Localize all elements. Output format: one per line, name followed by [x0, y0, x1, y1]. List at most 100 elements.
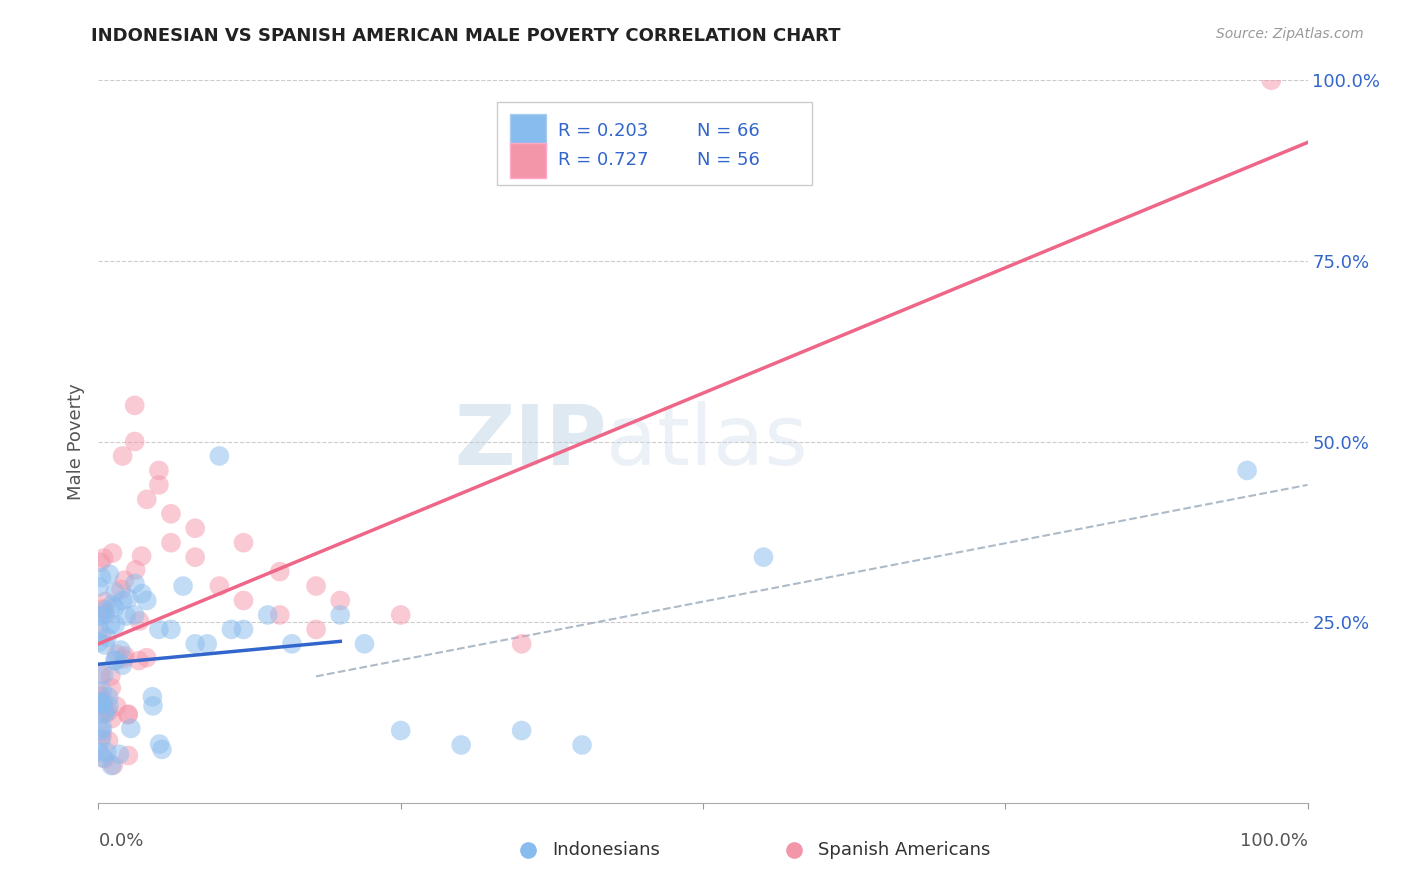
Point: [112, 652, 135, 666]
Point: [117, 707, 139, 722]
FancyBboxPatch shape: [498, 102, 811, 185]
Point: [104, 617, 127, 632]
Text: Spanish Americans: Spanish Americans: [818, 841, 990, 859]
Point: [90, 627, 112, 641]
Point: [96, 631, 118, 645]
Point: [96, 745, 118, 759]
Point: [93, 551, 115, 566]
Point: [124, 607, 146, 622]
Point: [148, 737, 170, 751]
Point: [94, 638, 117, 652]
Point: [97, 733, 120, 747]
Point: [101, 712, 124, 726]
Point: [97, 698, 120, 713]
Point: [269, 607, 291, 622]
FancyBboxPatch shape: [509, 143, 546, 178]
Point: [93, 705, 115, 719]
Point: [100, 758, 122, 772]
Point: [135, 593, 157, 607]
Point: [89, 555, 111, 569]
Point: [111, 449, 134, 463]
Point: [108, 747, 131, 762]
Point: [100, 617, 122, 632]
Point: [389, 607, 412, 622]
Point: [87, 686, 110, 700]
Point: [90, 723, 112, 738]
Point: [142, 698, 165, 713]
Point: [105, 647, 128, 661]
Point: [256, 607, 278, 622]
Point: [101, 598, 124, 612]
Point: [128, 654, 150, 668]
Point: [93, 752, 115, 766]
Point: [329, 593, 352, 607]
Point: [510, 723, 533, 738]
Text: INDONESIAN VS SPANISH AMERICAN MALE POVERTY CORRELATION CHART: INDONESIAN VS SPANISH AMERICAN MALE POVE…: [91, 27, 841, 45]
Point: [128, 614, 150, 628]
Point: [148, 478, 170, 492]
Point: [115, 609, 138, 624]
Point: [111, 658, 134, 673]
Point: [97, 705, 120, 719]
Point: [89, 745, 111, 759]
Point: [90, 696, 112, 710]
Point: [93, 667, 115, 681]
Text: R = 0.727: R = 0.727: [558, 151, 648, 169]
Point: [232, 535, 254, 549]
Point: [160, 507, 183, 521]
Text: R = 0.203: R = 0.203: [558, 122, 648, 140]
Point: [91, 696, 114, 710]
Text: 100.0%: 100.0%: [1240, 831, 1308, 850]
Point: [110, 582, 132, 597]
Point: [90, 667, 112, 681]
Point: [195, 637, 218, 651]
Point: [120, 722, 142, 736]
Point: [305, 623, 328, 637]
Point: [124, 563, 146, 577]
Point: [100, 681, 122, 695]
Point: [571, 738, 593, 752]
Y-axis label: Male Poverty: Male Poverty: [66, 384, 84, 500]
Point: [91, 728, 114, 742]
Point: [135, 650, 157, 665]
Point: [94, 607, 117, 622]
Point: [89, 695, 111, 709]
Point: [103, 758, 125, 772]
Point: [90, 609, 112, 624]
Point: [90, 732, 112, 747]
Point: [104, 653, 127, 667]
Point: [208, 579, 231, 593]
Point: [1236, 463, 1258, 477]
Point: [89, 608, 111, 623]
Point: [91, 721, 114, 735]
Point: [353, 637, 375, 651]
Point: [305, 579, 328, 593]
Point: [221, 623, 243, 637]
Point: [184, 637, 207, 651]
Point: [281, 637, 304, 651]
Point: [450, 738, 472, 752]
Point: [269, 565, 291, 579]
Point: [148, 463, 170, 477]
Point: [101, 546, 124, 560]
Point: [131, 586, 153, 600]
Text: 0.0%: 0.0%: [98, 831, 143, 850]
Point: [208, 449, 231, 463]
Point: [131, 549, 153, 563]
Text: atlas: atlas: [606, 401, 808, 482]
Point: [89, 622, 111, 636]
Point: [112, 573, 135, 587]
Point: [329, 607, 352, 622]
Text: N = 56: N = 56: [697, 151, 759, 169]
Text: Source: ZipAtlas.com: Source: ZipAtlas.com: [1216, 27, 1364, 41]
Point: [117, 591, 139, 606]
Text: Indonesians: Indonesians: [551, 841, 659, 859]
Point: [148, 623, 170, 637]
Point: [87, 635, 110, 649]
Point: [87, 690, 110, 704]
Point: [232, 593, 254, 607]
Point: [105, 699, 128, 714]
Point: [87, 580, 110, 594]
Point: [135, 492, 157, 507]
Point: [141, 690, 163, 704]
